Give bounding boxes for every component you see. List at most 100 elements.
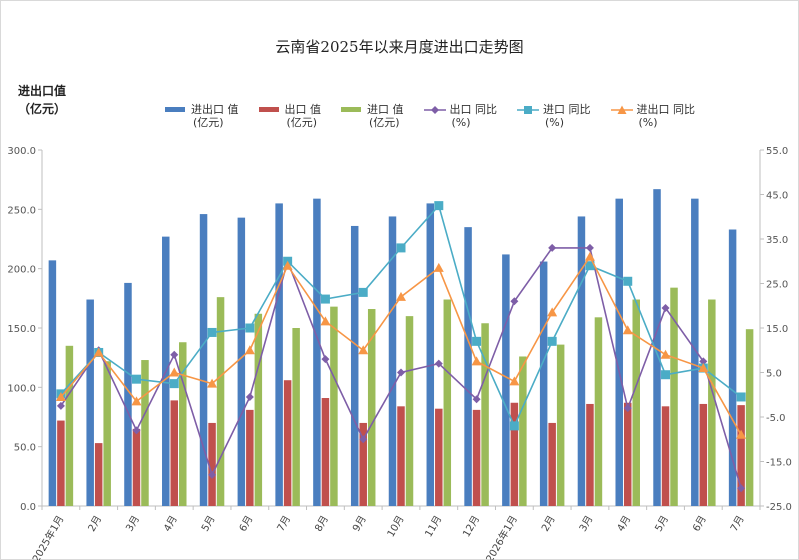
bar — [350, 225, 359, 507]
data-point — [56, 401, 65, 410]
data-point — [397, 368, 405, 377]
data-point — [245, 323, 255, 333]
bar — [388, 216, 397, 506]
bar — [321, 398, 330, 506]
x-tick-label: 5月 — [199, 514, 218, 534]
data-point — [585, 261, 595, 271]
x-tick-label: 7月 — [275, 514, 294, 534]
bar — [472, 409, 481, 506]
x-tick-label: 6月 — [237, 514, 256, 534]
bar — [246, 409, 254, 506]
bar — [632, 299, 640, 506]
data-point — [55, 391, 66, 401]
x-tick-label: 10月 — [385, 514, 407, 540]
data-point — [282, 260, 293, 270]
y-axis-label-line1: 进出口值 — [18, 84, 67, 98]
bar — [359, 422, 367, 506]
data-point — [93, 347, 104, 357]
legend-item-export-import-value: 进出口 值 (亿元) — [165, 103, 239, 129]
data-point — [622, 325, 633, 335]
bar — [728, 229, 737, 507]
data-point — [510, 297, 519, 306]
bar — [435, 408, 443, 506]
legend-item-total-yoy: 进出口 同比 (%) — [610, 103, 695, 129]
data-point — [661, 370, 671, 380]
bar — [65, 345, 74, 506]
data-point — [472, 336, 482, 346]
data-point — [736, 429, 747, 439]
bar — [313, 198, 321, 507]
y2-tick-label: 35.0 — [766, 235, 788, 246]
x-tick-label: 8月 — [312, 514, 331, 534]
y-tick-label: 200.0 — [7, 265, 36, 276]
data-point — [359, 435, 368, 444]
data-point — [584, 251, 595, 261]
x-tick-label: 2月 — [86, 514, 105, 534]
data-point — [245, 392, 254, 401]
data-point — [737, 484, 746, 493]
data-point — [509, 376, 520, 386]
data-point — [699, 357, 708, 366]
x-tick-label: 3月 — [123, 514, 142, 534]
data-point — [358, 287, 368, 297]
legend-swatch — [341, 103, 363, 117]
x-tick-label: 3月 — [577, 514, 596, 534]
y2-tick-label: -15.0 — [766, 458, 792, 469]
x-tick-label: 9月 — [350, 514, 369, 534]
bar — [615, 198, 623, 507]
legend-swatch — [165, 103, 187, 117]
bar — [94, 443, 103, 506]
data-point — [698, 363, 709, 373]
legend-swatch — [517, 106, 539, 114]
legend-label: 进口 值 — [367, 103, 404, 116]
bar — [539, 261, 548, 506]
data-point — [132, 426, 141, 435]
y2-tick-label: 15.0 — [766, 324, 788, 335]
bar — [691, 198, 699, 507]
y-tick-label: 0.0 — [20, 502, 36, 513]
bar — [464, 227, 472, 506]
bar — [124, 282, 132, 506]
y2-tick-label: 5.0 — [766, 369, 782, 380]
data-point — [170, 350, 179, 359]
bar — [443, 299, 452, 506]
bar — [556, 344, 565, 506]
legend: 进出口 值 (亿元) 出口 值 (亿元) 进口 值 (亿元) 出口 同比 (%) 进口 … — [165, 103, 695, 129]
data-point — [661, 303, 670, 312]
data-point — [509, 421, 519, 431]
bar — [141, 360, 149, 506]
legend-label: 进出口 值 — [191, 103, 239, 116]
legend-unit: (亿元) — [193, 116, 224, 129]
legend-item-import-yoy: 进口 同比 (%) — [517, 103, 591, 129]
bar — [216, 297, 225, 506]
x-tick-label: 5月 — [653, 514, 672, 534]
data-point — [320, 316, 331, 326]
y2-tick-label: -5.0 — [766, 413, 786, 424]
bar — [405, 316, 414, 506]
legend-swatch — [258, 103, 281, 117]
x-tick-label: 2月 — [539, 514, 558, 534]
bar — [699, 403, 708, 506]
data-point — [736, 392, 746, 402]
data-point — [321, 355, 330, 364]
bar — [283, 380, 292, 506]
data-point — [660, 349, 671, 359]
legend-item-export-yoy: 出口 同比 (%) — [423, 103, 497, 129]
legend-label: 进口 同比 — [543, 103, 591, 116]
legend-label: 出口 值 — [284, 103, 322, 116]
legend-swatch — [423, 106, 446, 114]
y2-tick-label: 55.0 — [766, 146, 788, 157]
x-tick-label: 11月 — [423, 514, 445, 540]
legend-unit: (%) — [545, 116, 565, 129]
bar — [57, 420, 65, 506]
bar — [510, 402, 519, 506]
data-point — [169, 367, 180, 377]
bar — [275, 203, 283, 506]
data-point — [623, 404, 632, 413]
x-tick-label: 2026年1月 — [483, 513, 520, 560]
bar — [594, 317, 603, 506]
data-point — [131, 374, 141, 384]
data-point — [471, 356, 482, 366]
data-point — [433, 262, 444, 272]
